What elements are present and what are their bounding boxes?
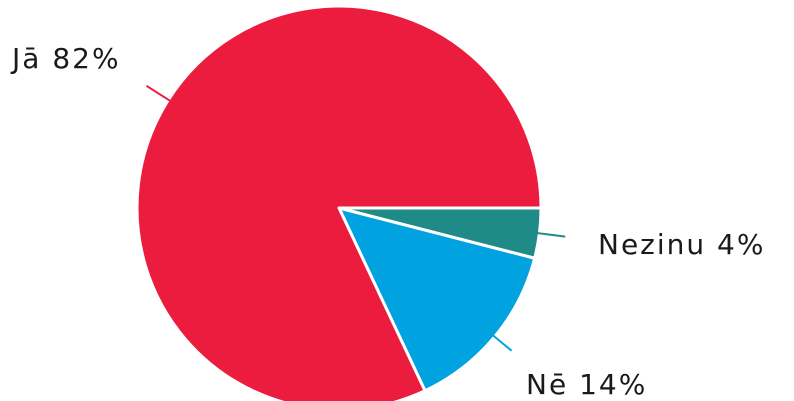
leader-line-ja (145, 84, 173, 103)
slice-label-ja: Jā 82% (10, 42, 121, 75)
slice-label-nezinu: Nezinu 4% (598, 228, 765, 261)
label-leaders (145, 84, 566, 352)
slice-label-ne: Nē 14% (526, 368, 647, 401)
leader-line-ne (487, 330, 513, 352)
leader-line-nezinu (531, 231, 566, 238)
pie-slices (135, 4, 543, 401)
